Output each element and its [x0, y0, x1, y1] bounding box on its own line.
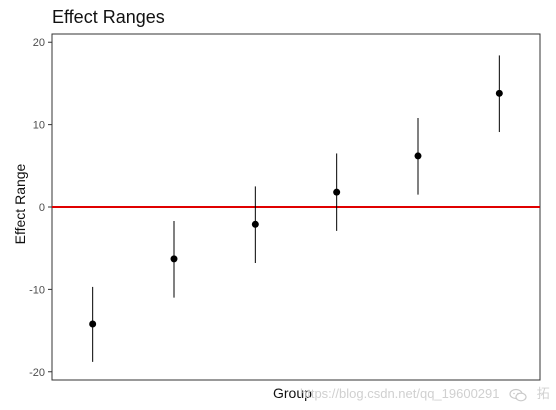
- wechat-icon: [509, 388, 527, 401]
- chart-title: Effect Ranges: [52, 7, 165, 27]
- effect-point: [495, 89, 503, 97]
- y-tick-label: -10: [29, 284, 45, 296]
- watermark: https://blog.csdn.net/qq_19600291 拓端数据部落: [300, 383, 550, 405]
- y-tick-label: 10: [33, 120, 45, 132]
- effect-point: [170, 255, 178, 263]
- effect-point: [251, 220, 259, 228]
- point-series: [89, 89, 503, 328]
- effect-point: [89, 320, 97, 328]
- watermark-url: https://blog.csdn.net/qq_19600291: [300, 386, 500, 401]
- y-axis: 20 10 0 -10 -20: [29, 37, 52, 379]
- x-axis-label: Group: [273, 385, 312, 401]
- effect-point: [414, 152, 422, 160]
- watermark-brand: 拓端数据部落: [536, 386, 550, 401]
- y-tick-label: 0: [39, 202, 45, 214]
- effect-point: [333, 188, 341, 196]
- y-tick-label: 20: [33, 37, 45, 49]
- y-tick-label: -20: [29, 367, 45, 379]
